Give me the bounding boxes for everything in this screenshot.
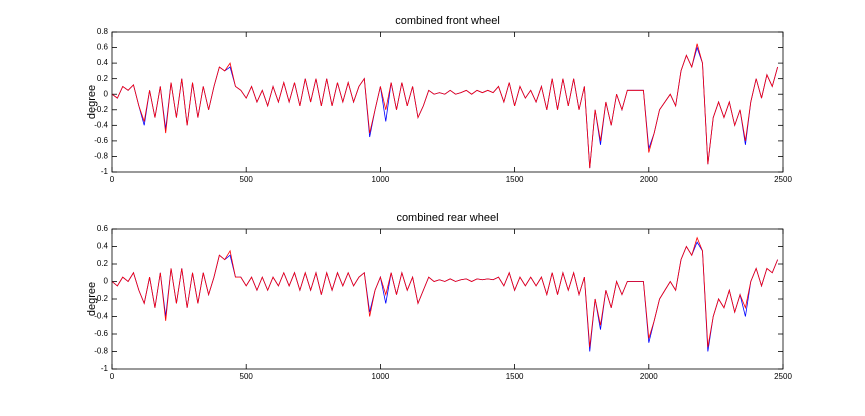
x-tick-label: 500 [240,175,254,184]
chart-title: combined front wheel [395,15,500,27]
y-tick-label: -0.4 [94,312,108,321]
y-tick-label: 0 [104,89,109,98]
x-tick-label: 2500 [774,372,792,381]
data-line [111,241,779,352]
x-tick-label: 1000 [372,372,390,381]
y-tick-label: -0.4 [94,120,108,129]
x-tick-label: 2500 [774,175,792,184]
y-tick-label: -1 [101,364,109,373]
chart-title: combined rear wheel [396,212,498,224]
y-tick-label: -0.2 [94,294,108,303]
data-line [111,43,779,169]
y-tick-label: -0.2 [94,105,108,114]
axes-box [111,228,784,370]
y-tick-label: 0.6 [97,43,109,52]
y-tick-label: 0.2 [97,74,109,83]
y-tick-label: 0.8 [97,27,109,36]
y-tick-label: 0 [104,277,109,286]
y-tick-label: -0.8 [94,152,108,161]
data-line [111,46,779,169]
y-axis-label: degree [86,282,98,316]
y-tick-label: 0.6 [97,224,109,233]
x-tick-label: 0 [110,175,115,184]
x-tick-label: 1500 [506,175,524,184]
x-tick-label: 2000 [640,175,658,184]
x-tick-label: 0 [110,372,115,381]
x-tick-label: 1500 [506,372,524,381]
y-tick-label: -0.8 [94,347,108,356]
data-line [111,236,779,348]
y-tick-label: 0.4 [97,242,109,251]
axes-box [111,31,784,173]
y-tick-label: 0.2 [97,259,109,268]
y-tick-label: -0.6 [94,329,108,338]
y-tick-label: 0.4 [97,58,109,67]
x-tick-label: 2000 [640,372,658,381]
y-axis-label: degree [86,85,98,119]
y-tick-label: -1 [101,167,109,176]
y-tick-label: -0.6 [94,136,108,145]
x-tick-label: 500 [240,372,254,381]
x-tick-label: 1000 [372,175,390,184]
